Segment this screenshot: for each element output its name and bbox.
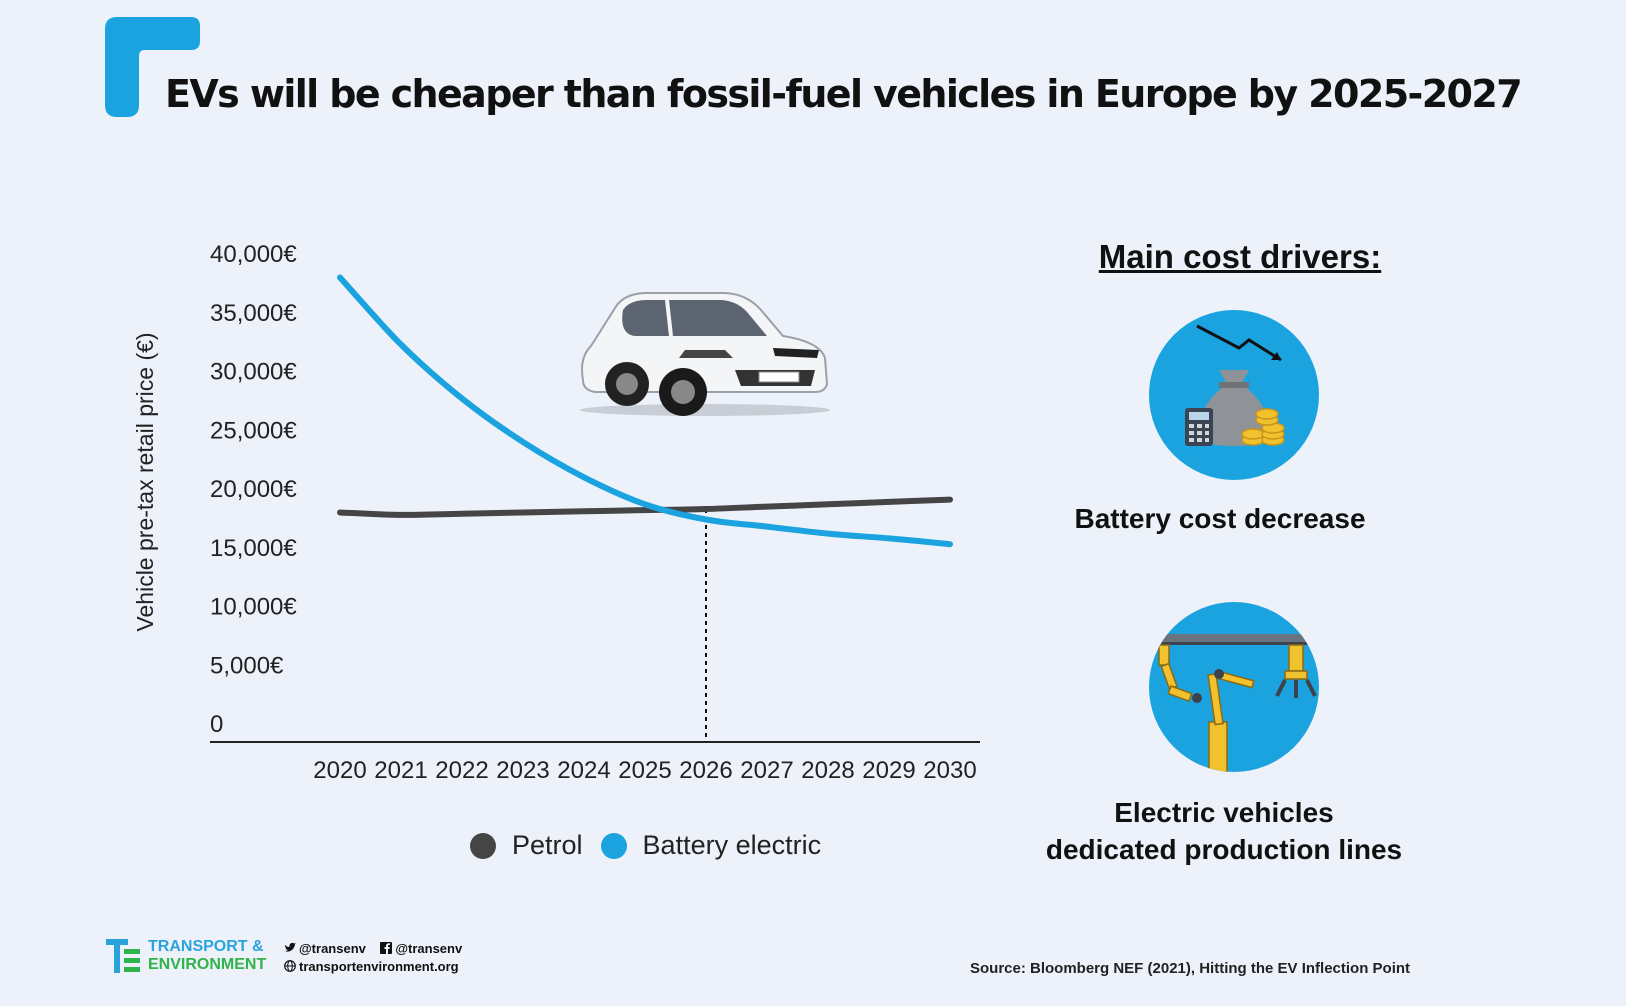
car-image <box>580 292 830 416</box>
x-tick-label: 2023 <box>496 757 549 784</box>
y-tick-label: 5,000€ <box>210 652 284 679</box>
x-tick-label: 2021 <box>374 757 427 784</box>
corner-logo-mark <box>105 17 200 117</box>
y-tick-label: 15,000€ <box>210 535 297 562</box>
y-tick-label: 30,000€ <box>210 359 297 386</box>
x-tick-label: 2025 <box>618 757 671 784</box>
y-tick-label: 40,000€ <box>210 241 297 268</box>
cost-drivers-title: Main cost drivers: <box>1098 238 1382 275</box>
driver-label-production-lines: Electric vehicles dedicated production l… <box>1034 794 1414 868</box>
x-tick-label: 2024 <box>557 757 610 784</box>
petrol-series-line <box>337 496 953 518</box>
y-tick-label: 0 <box>210 711 223 738</box>
x-tick-label: 2027 <box>740 757 793 784</box>
logo-text-line1: TRANSPORT & <box>148 938 264 955</box>
driver-label-battery: Battery cost decrease <box>1074 503 1366 534</box>
page-title: EVs will be cheaper than fossil-fuel veh… <box>165 72 1523 116</box>
x-tick-label: 2028 <box>801 757 854 784</box>
battery-electric-series-line <box>337 274 953 548</box>
organization-logo: TRANSPORT & ENVIRONMENT <box>106 938 266 974</box>
globe-icon <box>284 960 296 972</box>
y-axis-label: Vehicle pre-tax retail price (€) <box>132 332 158 631</box>
driver-label-production-line2: dedicated production lines <box>1045 834 1403 865</box>
legend-label-battery-electric: Battery electric <box>642 830 822 860</box>
website-link[interactable]: transportenvironment.org <box>299 959 459 974</box>
source-note: Source: Bloomberg NEF (2021), Hitting th… <box>970 960 1411 977</box>
social-links: @transenv @transenv transportenvironment… <box>284 940 462 976</box>
legend-item-petrol: Petrol <box>470 830 583 861</box>
money-bag-icon <box>1149 310 1319 480</box>
y-tick-label: 25,000€ <box>210 417 297 444</box>
x-tick-label: 2022 <box>435 757 488 784</box>
robotic-arm-icon <box>1149 602 1319 772</box>
facebook-handle-link[interactable]: @transenv <box>395 941 463 956</box>
legend-dot-petrol <box>470 832 496 859</box>
y-tick-label: 35,000€ <box>210 300 297 327</box>
line-chart: 0 5,000€ 10,000€ 15,000€ 20,000€ 25,000€ 30,00… <box>132 241 980 784</box>
y-tick-label: 20,000€ <box>210 476 297 503</box>
twitter-icon <box>284 942 296 952</box>
legend-item-battery-electric: Battery electric <box>600 830 822 861</box>
driver-label-production-line1: Electric vehicles <box>1114 797 1334 828</box>
legend-dot-battery-electric <box>600 832 627 859</box>
chart-legend: Petrol Battery electric <box>470 830 839 861</box>
legend-label-petrol: Petrol <box>512 830 583 860</box>
twitter-handle-link[interactable]: @transenv <box>299 941 366 956</box>
te-logo-icon <box>106 939 140 973</box>
x-tick-label: 2020 <box>313 757 366 784</box>
facebook-icon <box>380 942 393 954</box>
x-tick-label: 2026 <box>679 757 732 784</box>
y-tick-label: 10,000€ <box>210 594 297 621</box>
x-tick-label: 2029 <box>862 757 915 784</box>
logo-text-line2: ENVIRONMENT <box>148 956 267 973</box>
x-tick-label: 2030 <box>923 757 976 784</box>
